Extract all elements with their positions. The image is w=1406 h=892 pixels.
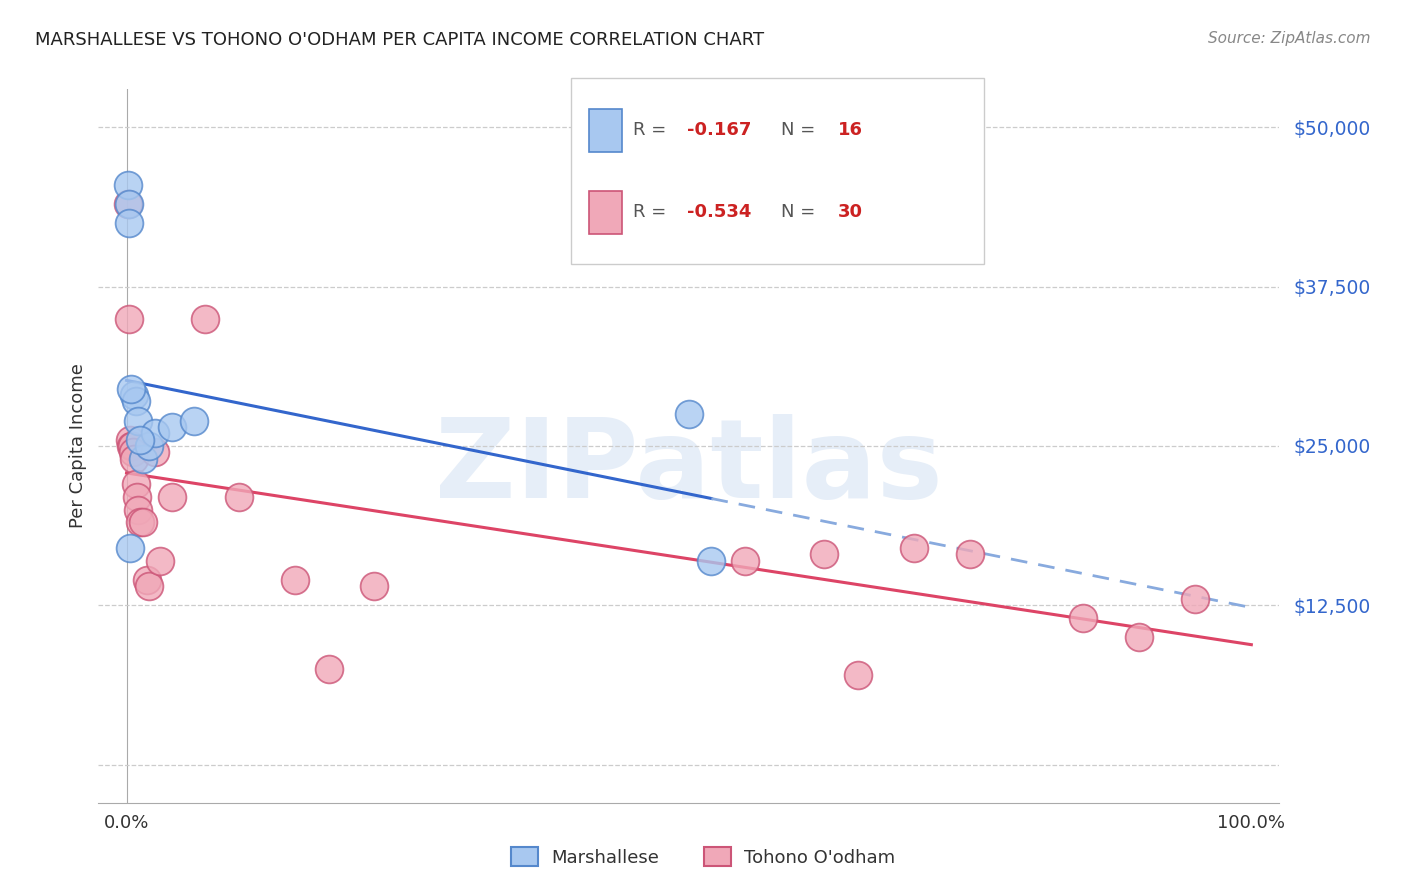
Text: 16: 16 — [838, 121, 863, 139]
Text: -0.167: -0.167 — [686, 121, 751, 139]
Point — [127, 413, 149, 427]
Point — [135, 573, 157, 587]
Point — [117, 197, 139, 211]
Point — [183, 413, 205, 427]
Point — [132, 516, 155, 530]
Point — [678, 407, 700, 421]
Point — [138, 579, 160, 593]
Point — [1184, 591, 1206, 606]
Text: N =: N = — [782, 121, 821, 139]
Point — [160, 420, 183, 434]
Point — [121, 439, 143, 453]
Point — [122, 445, 145, 459]
Point — [118, 216, 141, 230]
Legend: Marshallese, Tohono O'odham: Marshallese, Tohono O'odham — [503, 840, 903, 874]
Y-axis label: Per Capita Income: Per Capita Income — [69, 364, 87, 528]
Point — [120, 439, 142, 453]
Point — [118, 197, 141, 211]
Point — [129, 516, 152, 530]
Text: Source: ZipAtlas.com: Source: ZipAtlas.com — [1208, 31, 1371, 46]
Point — [124, 451, 146, 466]
Point — [1071, 611, 1094, 625]
Point — [143, 445, 166, 459]
Point — [129, 433, 152, 447]
Point — [132, 451, 155, 466]
Point — [846, 668, 869, 682]
Text: R =: R = — [634, 121, 672, 139]
Point — [284, 573, 307, 587]
Text: R =: R = — [634, 203, 672, 221]
FancyBboxPatch shape — [589, 109, 621, 152]
Point — [127, 502, 149, 516]
Point — [194, 311, 217, 326]
Point — [813, 547, 835, 561]
Point — [120, 382, 142, 396]
Point — [124, 477, 146, 491]
Point — [125, 490, 148, 504]
Text: -0.534: -0.534 — [686, 203, 751, 221]
Text: N =: N = — [782, 203, 821, 221]
Point — [149, 554, 172, 568]
Point — [1128, 630, 1150, 644]
FancyBboxPatch shape — [589, 191, 621, 234]
Point — [124, 394, 146, 409]
Text: 30: 30 — [838, 203, 863, 221]
Point — [903, 541, 925, 555]
Point — [118, 311, 141, 326]
Point — [143, 426, 166, 441]
Text: MARSHALLESE VS TOHONO O'ODHAM PER CAPITA INCOME CORRELATION CHART: MARSHALLESE VS TOHONO O'ODHAM PER CAPITA… — [35, 31, 765, 49]
Point — [228, 490, 250, 504]
Point — [318, 662, 340, 676]
Point — [734, 554, 756, 568]
Point — [160, 490, 183, 504]
Point — [363, 579, 385, 593]
Point — [124, 388, 146, 402]
Point — [118, 433, 141, 447]
Text: ZIPatlas: ZIPatlas — [434, 414, 943, 521]
Point — [118, 541, 141, 555]
FancyBboxPatch shape — [571, 78, 984, 264]
Point — [138, 439, 160, 453]
Point — [117, 178, 139, 192]
Point — [700, 554, 723, 568]
Point — [959, 547, 981, 561]
